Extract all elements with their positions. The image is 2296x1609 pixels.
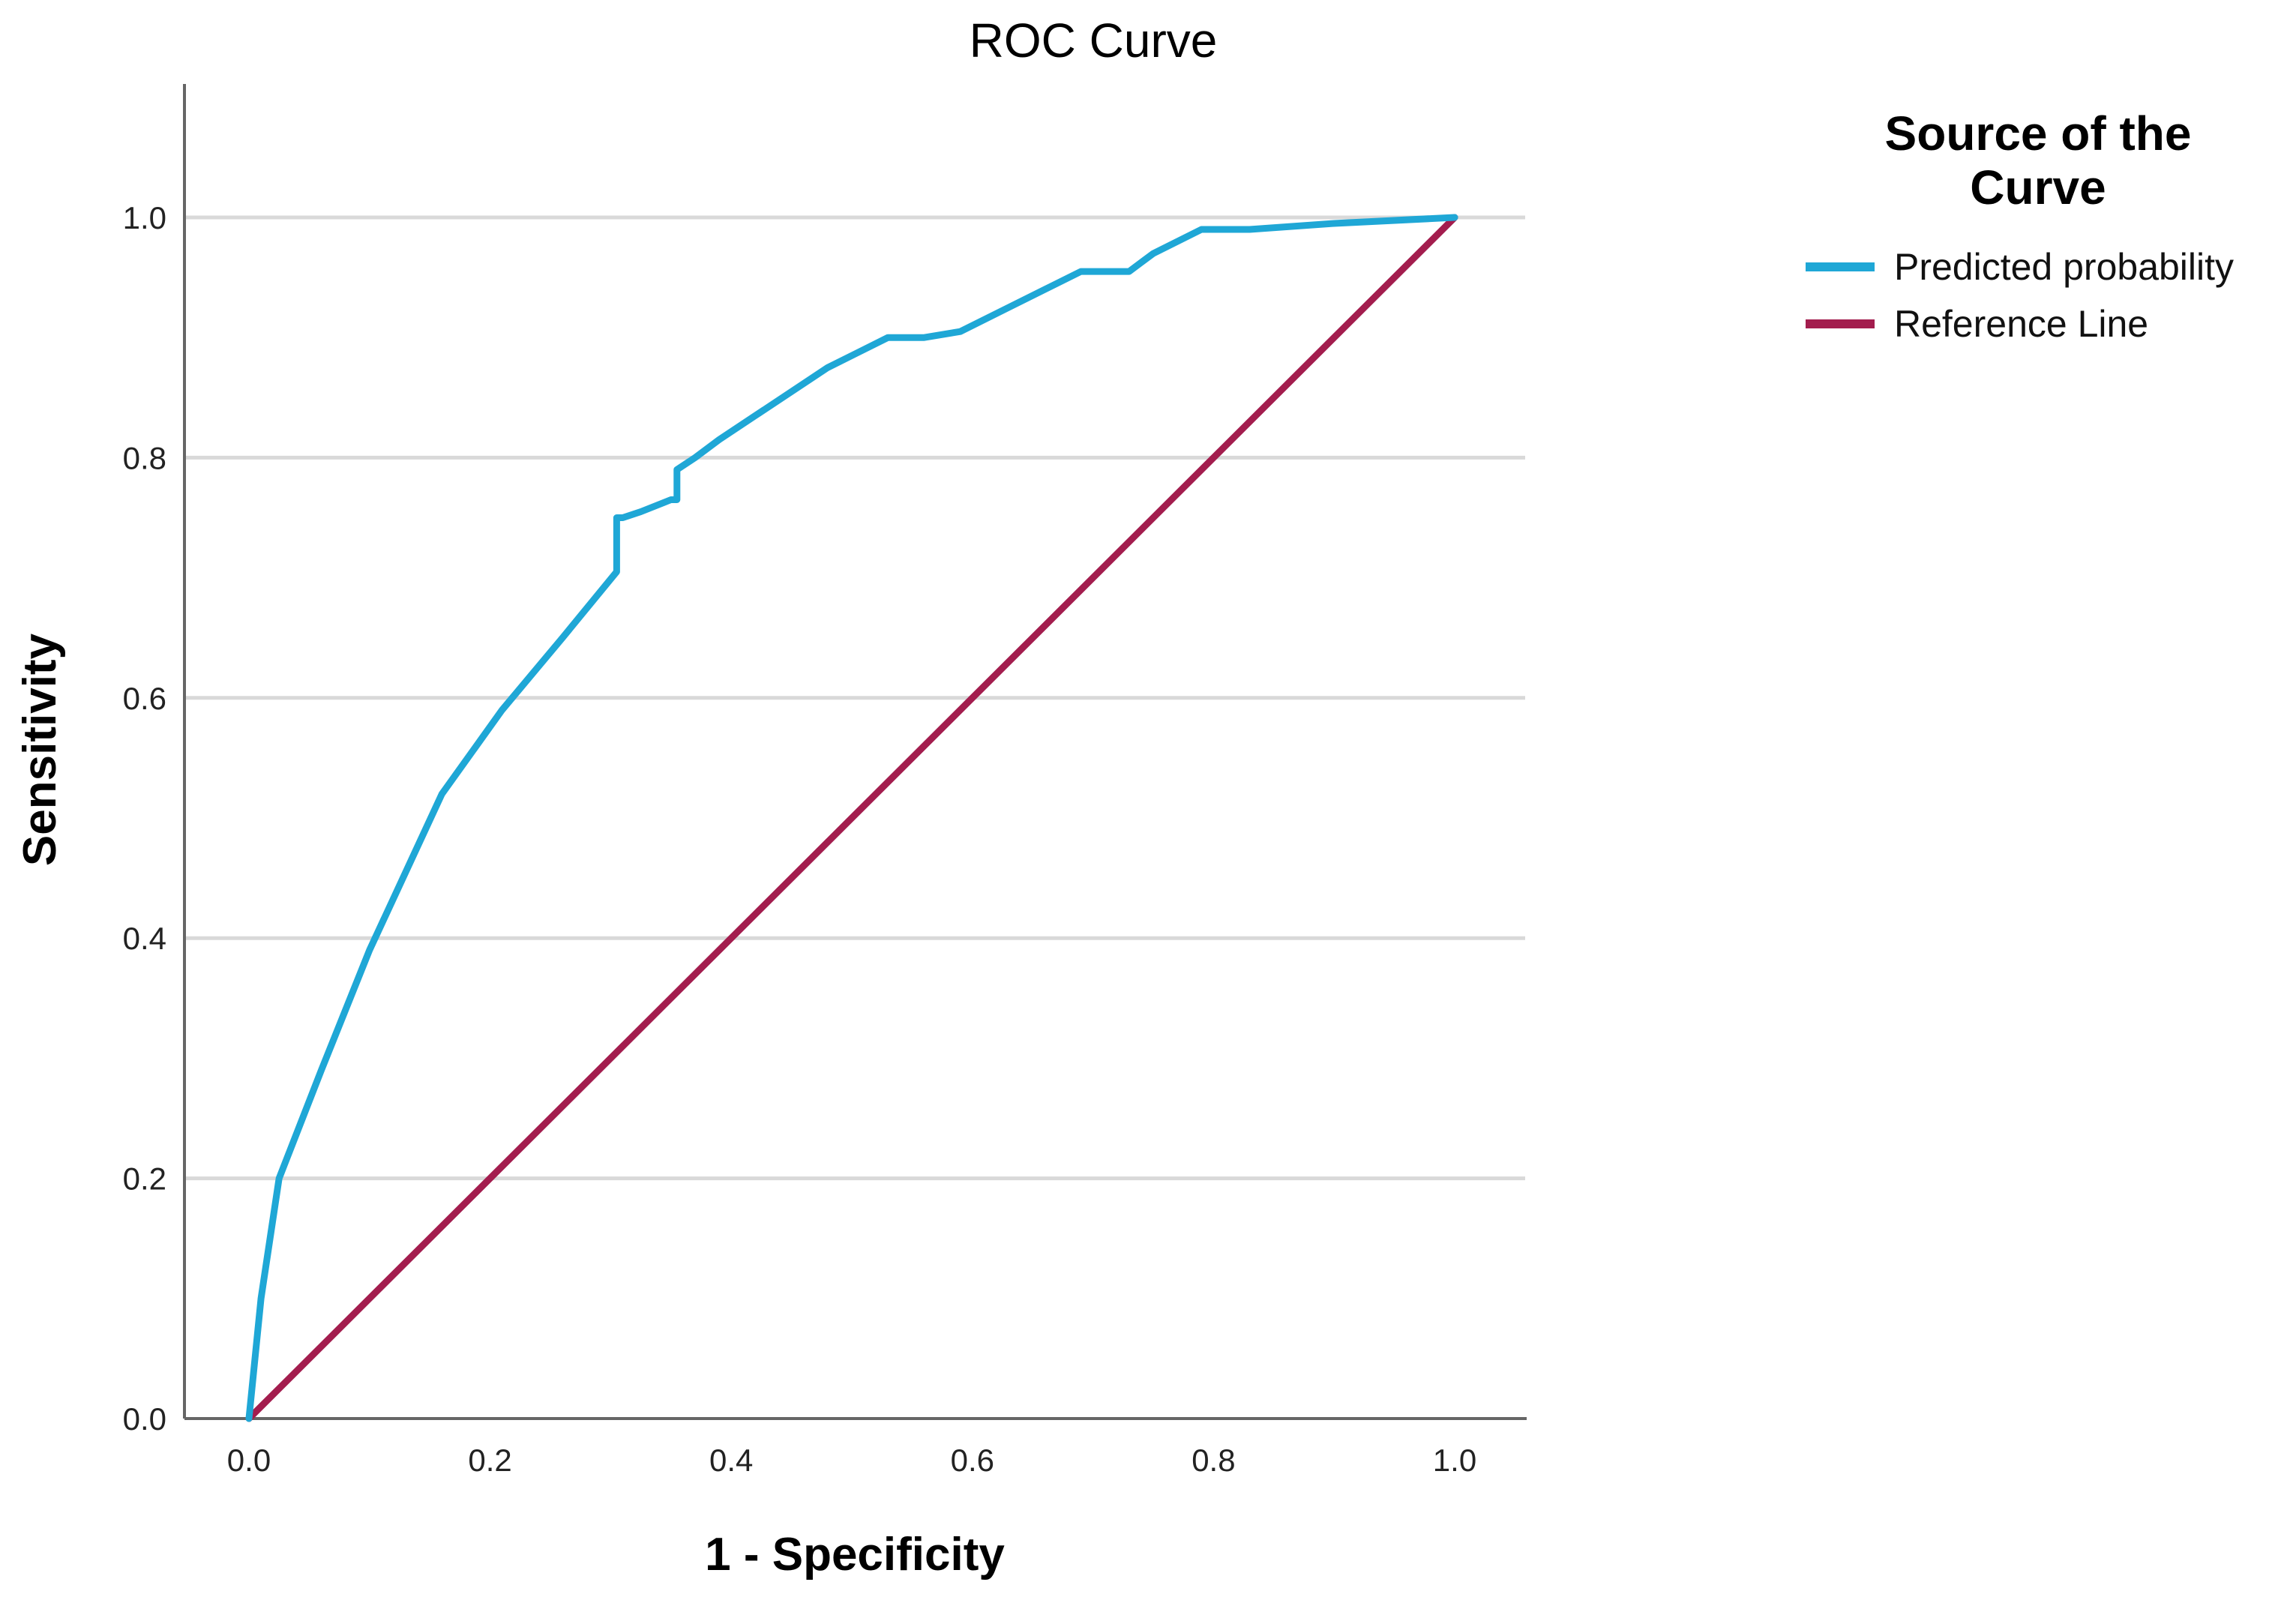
x-tick-label: 1.0: [1433, 1443, 1476, 1478]
legend-title-line-2: Curve: [1970, 160, 2106, 214]
x-tick-label: 0.8: [1191, 1443, 1235, 1478]
x-tick-label: 0.0: [227, 1443, 271, 1478]
chart-title: ROC Curve: [970, 13, 1218, 67]
y-tick-label: 1.0: [123, 200, 166, 235]
series-line-reference-line: [245, 214, 1458, 1422]
axes: [183, 84, 1527, 1420]
legend-items: Predicted probability Reference Line: [1806, 246, 2234, 345]
x-tick-label: 0.4: [709, 1443, 753, 1478]
series-lines: [245, 214, 1458, 1422]
y-axis-label: Sensitivity: [14, 633, 66, 866]
legend-title-line-1: Source of the: [1885, 106, 2192, 160]
legend: Source of the Curve Predicted probabilit…: [1806, 106, 2234, 345]
grid-lines: [184, 215, 1525, 1181]
y-tick-label: 0.6: [123, 681, 166, 716]
x-tick-label: 0.6: [951, 1443, 994, 1478]
legend-label-predicted-probability: Predicted probability: [1894, 246, 2234, 288]
series-line-predicted-probability: [245, 214, 1458, 1422]
legend-label-reference-line: Reference Line: [1894, 303, 2148, 345]
y-tick-label: 0.4: [123, 921, 166, 956]
y-tick-label: 0.0: [123, 1401, 166, 1437]
y-tick-label: 0.8: [123, 440, 166, 475]
y-tick-label: 0.2: [123, 1161, 166, 1197]
tick-labels: 0.0 0.2 0.4 0.6 0.8 1.0 0.0 0.2 0.4 0.6 0.8 1.0: [123, 200, 1477, 1478]
x-axis-label: 1 - Specificity: [705, 1529, 1005, 1581]
x-tick-label: 0.2: [468, 1443, 511, 1478]
